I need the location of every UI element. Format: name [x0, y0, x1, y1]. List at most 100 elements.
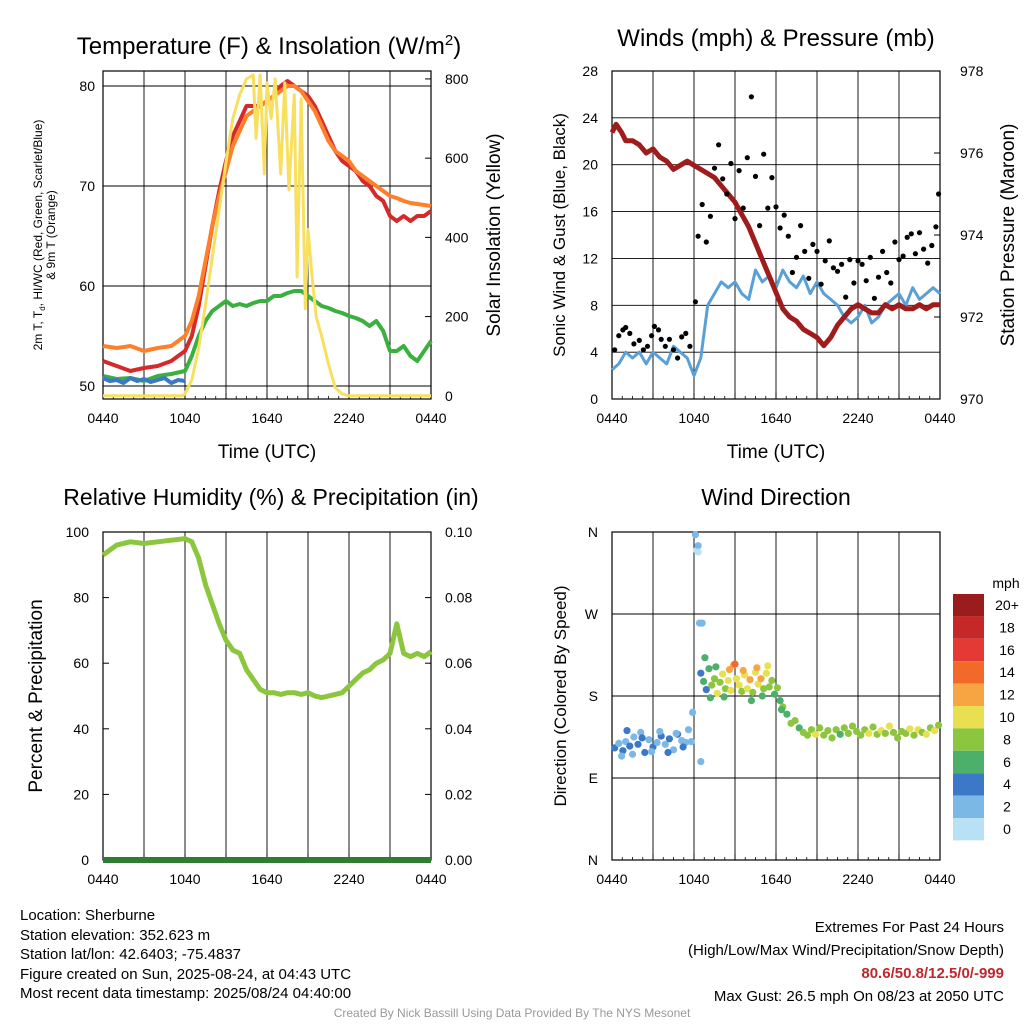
direction-point [803, 731, 812, 739]
x-tick-label: 2240 [333, 871, 364, 887]
gust-point [724, 191, 730, 197]
gust-point [822, 258, 828, 264]
gust-point [871, 295, 878, 301]
legend-label: 16 [999, 642, 1015, 658]
direction-point [881, 729, 889, 738]
gust-point [720, 176, 726, 182]
direction-point [672, 729, 680, 738]
direction-point [749, 688, 757, 697]
direction-point [902, 729, 910, 738]
x-tick-label: 0440 [924, 871, 955, 887]
y-tick-label: W [585, 606, 599, 622]
x-tick-label: 1040 [678, 410, 709, 426]
y-left-tick-label: 70 [79, 178, 95, 194]
legend-swatch [953, 795, 984, 818]
direction-point [738, 687, 746, 696]
gust-point [904, 234, 910, 240]
gust-point [916, 230, 923, 236]
gust-point [748, 94, 755, 100]
direction-point [777, 706, 786, 714]
legend-swatch [953, 728, 984, 751]
direction-point [724, 676, 732, 685]
y-left-tick-label: 50 [79, 378, 95, 394]
gust-point [884, 269, 890, 276]
gust-point [896, 257, 902, 263]
gust-point [936, 191, 942, 197]
gust-point [818, 281, 824, 287]
temp-series-line-0 [102, 79, 433, 373]
gust-point [636, 337, 642, 343]
gust-point [707, 213, 714, 219]
x-tick-label: 1640 [251, 410, 282, 426]
gust-point [843, 294, 849, 300]
legend-label: 12 [999, 687, 1015, 703]
gust-point [798, 223, 804, 229]
direction-point [702, 686, 710, 694]
direction-point [865, 729, 873, 738]
latlon-text: Station lat/lon: 42.6403; -75.4837 [20, 946, 242, 963]
y-right-tick-label: 974 [960, 227, 984, 243]
direction-point [665, 735, 674, 743]
direction-point [637, 728, 645, 737]
y-left-tick-label: 0 [590, 391, 598, 407]
gust-point [867, 254, 873, 260]
credit-text: Created By Nick Bassill Using Data Provi… [333, 1006, 691, 1020]
direction-point [725, 666, 734, 674]
temp-series-line-2 [102, 289, 433, 383]
x-tick-label: 1640 [251, 871, 282, 887]
direction-point [694, 542, 702, 550]
direction-point [732, 675, 741, 683]
gust-point [839, 261, 845, 267]
direction-point [910, 731, 918, 739]
direction-point [753, 664, 761, 672]
direction-point [634, 740, 642, 748]
gust-point [612, 347, 618, 353]
direction-point [735, 681, 743, 689]
direction-point [773, 684, 782, 692]
extremes-subtitle: (High/Low/Max Wind/Precipitation/Snow De… [688, 942, 1004, 959]
gust-point [687, 343, 693, 349]
x-tick-label: 2240 [842, 410, 873, 426]
direction-point [844, 729, 853, 738]
extremes-title: Extremes For Past 24 Hours [814, 919, 1004, 936]
direction-point [697, 758, 705, 766]
gust-point [880, 248, 886, 254]
gust-point [781, 212, 787, 218]
gust-point [773, 204, 779, 210]
legend-swatch [953, 706, 984, 729]
direction-point [758, 692, 766, 700]
gust-point [703, 239, 709, 245]
direction-point [687, 738, 695, 746]
y-right-axis-label: Solar Insolation (Yellow) [484, 133, 505, 336]
direction-point [828, 734, 836, 742]
direction-point [618, 752, 626, 760]
direction-point [906, 725, 914, 733]
y-right-tick-label: 200 [445, 309, 469, 325]
y-left-tick-label: 16 [582, 204, 598, 220]
gust-point [806, 275, 812, 281]
direction-point [889, 728, 898, 737]
direction-point [922, 730, 930, 738]
x-tick-label: 1040 [169, 871, 200, 887]
y-right-axis-label: Station Pressure (Maroon) [998, 124, 1019, 347]
elevation-text: Station elevation: 352.623 m [20, 926, 211, 944]
gust-point [826, 238, 832, 244]
direction-point [848, 722, 857, 730]
rh-series-line-0 [101, 536, 433, 701]
gust-point [675, 355, 681, 361]
legend-label: 0 [1003, 821, 1011, 837]
direction-point [820, 731, 828, 739]
y-left-tick-label: 0 [81, 852, 89, 868]
gust-point [875, 274, 882, 280]
direction-point [669, 746, 678, 754]
gust-point [793, 254, 800, 260]
direction-point [840, 724, 848, 732]
direction-point [684, 726, 693, 734]
direction-point [626, 742, 634, 750]
y-right-tick-label: 0.08 [445, 590, 472, 606]
gust-point [761, 151, 767, 157]
direction-point [656, 727, 664, 736]
x-tick-label: 1640 [760, 871, 791, 887]
station-info: Location: Sherburne Station elevation: 3… [20, 906, 351, 1004]
gust-point [695, 233, 701, 239]
